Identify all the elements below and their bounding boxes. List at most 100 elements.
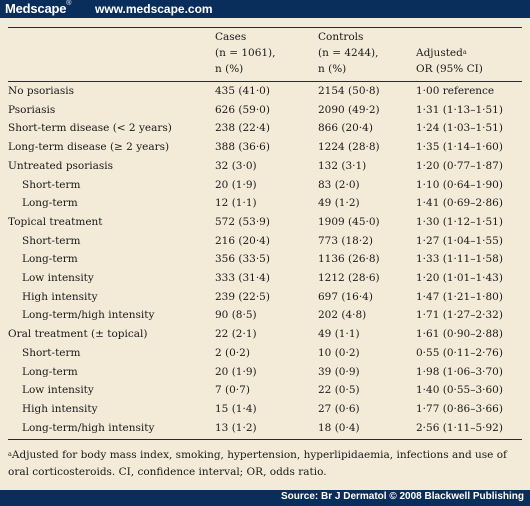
- adjusted-or-value: 1·20 (0·77–1·87): [416, 159, 503, 172]
- adjusted-or-header-line-1: Adjusted: [416, 47, 463, 59]
- adjusted-or-value: 1·98 (1·06–3·70): [416, 365, 503, 378]
- controls-value: 2154 (50·8): [318, 85, 380, 97]
- table-top-rule: [8, 27, 522, 28]
- controls-value: 2090 (49·2): [318, 103, 380, 116]
- header-bottom-rule: [8, 81, 522, 82]
- adjusted-or-value: 1·20 (1·01–1·43): [416, 272, 503, 284]
- cases-value: 333 (31·4): [215, 272, 270, 284]
- adjusted-or-value: 1·31 (1·13–1·51): [416, 103, 503, 116]
- adjusted-or-value: 1·47 (1·21–1·80): [416, 290, 503, 303]
- adjusted-or-value: 2·56 (1·11–5·92): [416, 421, 503, 434]
- cases-value: 13 (1·2): [215, 421, 257, 434]
- controls-value: 773 (18·2): [318, 234, 373, 247]
- controls-value: 49 (1·1): [318, 328, 360, 341]
- cases-header-line-3: n (%): [215, 63, 244, 75]
- cases-value: 2 (0·2): [215, 346, 250, 359]
- cases-header: Cases (n = 1061), n (%): [215, 29, 276, 77]
- cases-value: 7 (0·7): [215, 384, 250, 397]
- controls-value: 10 (0·2): [318, 346, 360, 359]
- controls-value: 18 (0·4): [318, 421, 360, 434]
- adjusted-or-value: 1·00 reference: [416, 85, 495, 97]
- row-label: Low intensity: [22, 272, 94, 284]
- controls-value: 1224 (28·8): [318, 141, 380, 154]
- registered-mark: ®: [66, 0, 72, 7]
- cases-value: 15 (1·4): [215, 402, 257, 415]
- adjusted-or-value: 1·40 (0·55–3·60): [416, 384, 503, 397]
- row-label: Long-term disease (≥ 2 years): [8, 141, 170, 154]
- row-label: Short-term disease (< 2 years): [8, 122, 172, 135]
- controls-value: 49 (1·2): [318, 197, 360, 210]
- row-label: Untreated psoriasis: [8, 159, 114, 172]
- row-label: High intensity: [22, 290, 98, 303]
- top-banner: Medscape® www.medscape.com: [0, 0, 530, 18]
- row-label: No psoriasis: [8, 85, 75, 97]
- cases-header-line-2: (n = 1061),: [215, 47, 276, 59]
- controls-value: 83 (2·0): [318, 178, 360, 191]
- controls-header-line-1: Controls: [318, 31, 364, 43]
- adjusted-or-header-line-2: OR (95% CI): [416, 63, 483, 75]
- cases-value: 12 (1·1): [215, 197, 257, 210]
- adjusted-or-value: 1·27 (1·04–1·55): [416, 234, 503, 247]
- row-label: Long-term/high intensity: [22, 421, 155, 434]
- row-label: Short-term: [22, 178, 81, 191]
- adjusted-or-value: 1·24 (1·03–1·51): [416, 122, 503, 135]
- medscape-logo[interactable]: Medscape®: [5, 0, 72, 16]
- row-label: Long-term: [22, 197, 78, 210]
- footnote-marker: a: [462, 48, 467, 56]
- cases-value: 356 (33·5): [215, 253, 270, 266]
- adjusted-or-value: 1·10 (0·64–1·90): [416, 178, 503, 191]
- cases-value: 20 (1·9): [215, 178, 257, 191]
- controls-value: 132 (3·1): [318, 159, 367, 172]
- row-label: Psoriasis: [8, 103, 56, 116]
- adjusted-or-value: 1·41 (0·69–2·86): [416, 197, 503, 210]
- row-label: Short-term: [22, 234, 81, 247]
- cases-value: 388 (36·6): [215, 141, 270, 154]
- row-label: Short-term: [22, 346, 81, 359]
- table-bottom-rule: [8, 439, 522, 440]
- cases-value: 238 (22·4): [215, 122, 270, 135]
- controls-value: 866 (20·4): [318, 122, 373, 135]
- cases-value: 90 (8·5): [215, 309, 257, 322]
- adjusted-or-value: 1·77 (0·86–3·66): [416, 402, 503, 415]
- controls-header: Controls (n = 4244), n (%): [318, 29, 379, 77]
- adjusted-or-value: 1·71 (1·27–2·32): [416, 309, 503, 322]
- controls-value: 1136 (26·8): [318, 253, 380, 266]
- controls-value: 27 (0·6): [318, 402, 360, 415]
- controls-value: 39 (0·9): [318, 365, 360, 378]
- controls-value: 22 (0·5): [318, 384, 360, 397]
- row-label: Long-term: [22, 253, 78, 266]
- cases-value: 20 (1·9): [215, 365, 257, 378]
- footnote-marker: a: [8, 450, 12, 458]
- controls-value: 202 (4·8): [318, 309, 367, 322]
- row-label: Long-term/high intensity: [22, 309, 155, 322]
- bottom-banner: Source: Br J Dermatol © 2008 Blackwell P…: [0, 490, 530, 506]
- adjusted-or-value: 0·55 (0·11–2·76): [416, 346, 503, 359]
- controls-header-line-3: n (%): [318, 63, 347, 75]
- adjusted-or-value: 1·30 (1·12–1·51): [416, 215, 503, 228]
- footnote-text: Adjusted for body mass index, smoking, h…: [8, 449, 507, 478]
- site-url-link[interactable]: www.medscape.com: [95, 2, 213, 16]
- cases-header-line-1: Cases: [215, 31, 247, 43]
- adjusted-or-value: 1·33 (1·11–1·58): [416, 253, 503, 266]
- cases-value: 572 (53·9): [215, 215, 270, 228]
- cases-value: 22 (2·1): [215, 328, 257, 341]
- controls-header-line-2: (n = 4244),: [318, 47, 379, 59]
- cases-value: 216 (20·4): [215, 234, 270, 247]
- table-footnote: aAdjusted for body mass index, smoking, …: [8, 447, 524, 481]
- adjusted-or-header: Adjusteda OR (95% CI): [416, 45, 483, 77]
- row-label: High intensity: [22, 402, 98, 415]
- row-label: Oral treatment (± topical): [8, 328, 148, 341]
- adjusted-or-value: 1·61 (0·90–2·88): [416, 328, 503, 341]
- controls-value: 1909 (45·0): [318, 215, 380, 228]
- controls-value: 1212 (28·6): [318, 272, 380, 284]
- cases-value: 239 (22·5): [215, 290, 270, 303]
- cases-value: 435 (41·0): [215, 85, 270, 97]
- row-label: Topical treatment: [8, 215, 103, 228]
- row-label: Long-term: [22, 365, 78, 378]
- source-credit: Source: Br J Dermatol © 2008 Blackwell P…: [280, 491, 524, 502]
- cases-value: 32 (3·0): [215, 159, 257, 172]
- adjusted-or-value: 1·35 (1·14–1·60): [416, 141, 503, 154]
- row-label: Low intensity: [22, 384, 94, 397]
- controls-value: 697 (16·4): [318, 290, 373, 303]
